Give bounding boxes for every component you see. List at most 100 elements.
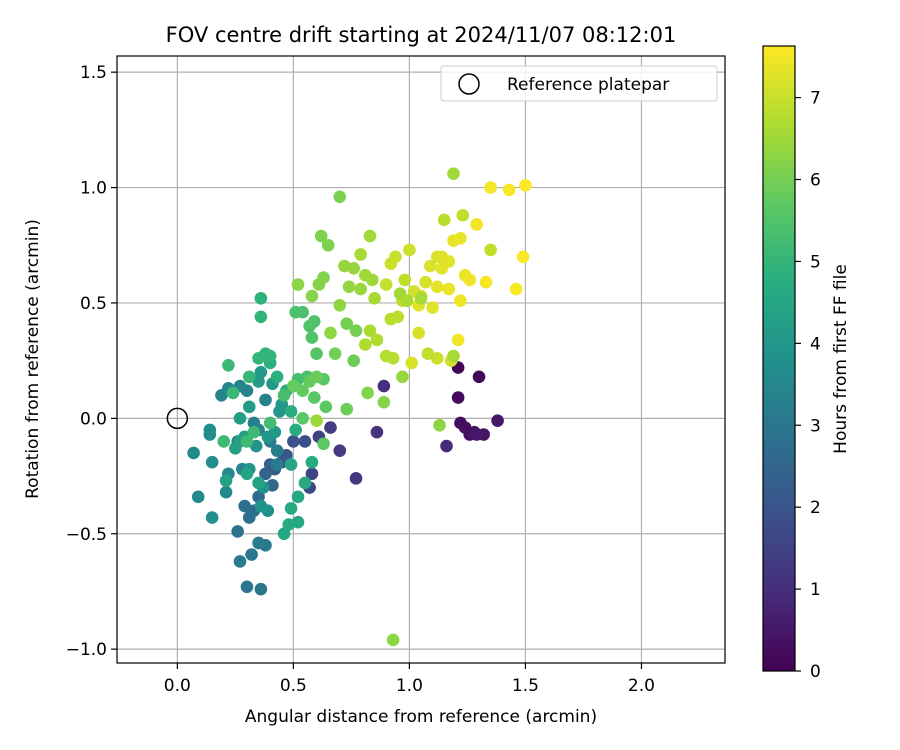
- scatter-point: [470, 428, 483, 441]
- scatter-point: [233, 555, 247, 568]
- scatter-point: [303, 319, 316, 333]
- colorbar-ticks: 0 1 2 3 4 5 6 7: [795, 89, 821, 682]
- scatter-point: [324, 421, 337, 434]
- scatter-point: [324, 326, 337, 340]
- scatter-point: [310, 414, 323, 427]
- scatter-point: [349, 472, 363, 485]
- scatter-point: [470, 218, 483, 231]
- scatter-point: [261, 504, 275, 517]
- scatter-point: [263, 349, 277, 363]
- colorbar-tick-label: 1: [810, 580, 821, 600]
- scatter-point: [289, 423, 302, 437]
- scatter-point: [354, 282, 367, 296]
- scatter-point: [447, 349, 460, 363]
- scatter-point: [321, 238, 335, 252]
- scatter-point: [426, 301, 439, 314]
- reference-platepar-marker: [166, 407, 189, 430]
- scatter-point: [205, 455, 219, 469]
- scatter-point: [451, 391, 465, 404]
- colorbar-tick-label: 0: [810, 662, 821, 682]
- colorbar-gradient: [762, 45, 796, 672]
- scatter-point: [400, 294, 414, 307]
- colorbar-label: Hours from first FF file: [831, 264, 851, 454]
- scatter-point: [187, 446, 200, 460]
- scatter-point: [386, 633, 400, 647]
- scatter-point: [363, 229, 377, 243]
- scatter-point: [370, 333, 384, 347]
- scatter-point: [442, 282, 456, 296]
- scatter-point: [463, 273, 477, 287]
- scatter-point: [361, 386, 374, 400]
- scatter-point: [419, 275, 432, 289]
- scatter-point: [472, 370, 486, 384]
- scatter-point: [305, 331, 319, 344]
- scatter-point: [259, 393, 272, 407]
- colorbar-tick-label: 6: [810, 171, 821, 191]
- scatter-point: [247, 416, 261, 430]
- scatter-point: [347, 354, 361, 367]
- scatter-point: [242, 511, 256, 524]
- scatter-point: [377, 395, 391, 409]
- scatter-point: [430, 280, 444, 294]
- scatter-point: [379, 278, 393, 291]
- scatter-point: [284, 405, 298, 418]
- colorbar-tick-label: 5: [810, 252, 821, 272]
- scatter-point: [354, 248, 367, 261]
- scatter-point: [277, 388, 291, 402]
- x-tick-label: 1.5: [512, 676, 539, 696]
- scatter-point: [386, 352, 400, 365]
- scatter-point: [328, 347, 342, 361]
- scatter-point: [219, 474, 233, 487]
- scatter-point: [391, 310, 405, 324]
- y-axis-label: Rotation from reference (arcmin): [23, 219, 43, 499]
- x-tick-label: 0.5: [280, 676, 307, 696]
- scatter-point: [340, 317, 354, 331]
- scatter-point: [491, 414, 504, 427]
- scatter-point: [359, 338, 372, 351]
- scatter-point: [440, 439, 453, 453]
- scatter-point: [423, 259, 437, 273]
- scatter-point: [349, 324, 363, 337]
- scatter-point: [454, 232, 467, 245]
- scatter-point: [310, 347, 323, 361]
- scatter-point: [363, 324, 377, 337]
- scatter-point: [259, 467, 272, 481]
- scatter-point: [284, 458, 298, 471]
- scatter-point: [421, 347, 435, 361]
- scatter-point: [433, 418, 446, 432]
- chart-title: FOV centre drift starting at 2024/11/07 …: [166, 23, 677, 47]
- y-tick-label: 1.5: [80, 63, 107, 83]
- scatter-point: [233, 412, 247, 425]
- scatter-point: [231, 525, 244, 538]
- colorbar-tick-label: 2: [810, 498, 821, 518]
- y-tick-label: −1.0: [66, 640, 107, 660]
- scatter-point: [240, 435, 254, 448]
- scatter-point: [484, 181, 497, 194]
- scatter-point: [254, 310, 268, 324]
- y-tick-label: −0.5: [66, 525, 107, 545]
- scatter-point: [502, 183, 516, 197]
- scatter-point: [405, 356, 419, 370]
- scatter-point: [442, 255, 456, 268]
- scatter-point: [333, 298, 347, 312]
- colorbar: 0 1 2 3 4 5 6 7 Hours from first FF file: [762, 45, 851, 682]
- scatter-point: [314, 229, 328, 243]
- scatter-point: [270, 458, 284, 471]
- x-tick-label: 1.0: [396, 676, 423, 696]
- scatter-point: [242, 400, 256, 414]
- scatter-point: [516, 250, 530, 264]
- scatter-point: [254, 292, 268, 305]
- scatter-point: [456, 208, 470, 222]
- scatter-point: [377, 379, 391, 393]
- colorbar-tick-label: 4: [810, 334, 821, 354]
- legend-entry-reference-platepar: Reference platepar: [507, 75, 669, 95]
- scatter-point: [484, 243, 497, 257]
- scatter-point: [191, 490, 205, 504]
- scatter-point: [291, 490, 305, 504]
- y-tick-label: 0.5: [80, 294, 107, 314]
- scatter-point: [240, 580, 254, 594]
- scatter-point: [389, 250, 402, 264]
- colorbar-tick-label: 3: [810, 416, 821, 436]
- scatter-point: [342, 280, 356, 294]
- scatter-point: [263, 416, 277, 430]
